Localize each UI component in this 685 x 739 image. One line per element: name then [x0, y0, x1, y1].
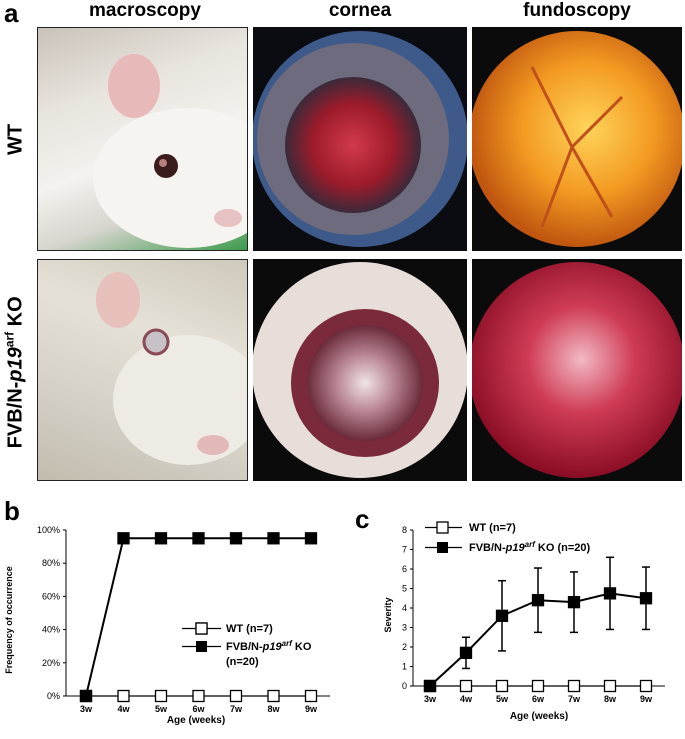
row-label-wt: WT — [4, 123, 27, 156]
panel-b-label: b — [4, 496, 20, 526]
c-y-tick-label: 1 — [402, 662, 407, 672]
ko-cornea-photo — [253, 259, 467, 481]
b-x-tick-label: 4w — [117, 704, 130, 714]
chart-b-legend-marker-ko — [196, 641, 207, 652]
chart-c-severity: Severity Age (weeks) 0 1 2 3 4 5 6 7 8 3w 4w 5w 6w 7w… — [383, 521, 665, 722]
c-series-1-point — [567, 596, 581, 609]
wt-fundoscopy-photo — [472, 27, 682, 251]
ko-macroscopy-photo — [37, 259, 248, 481]
chart-b-ylabel: Frequency of occurrence — [4, 566, 14, 674]
column-header-macroscopy: macroscopy — [89, 0, 201, 21]
chart-c-legend-marker-ko — [437, 542, 448, 553]
b-series-0-point — [267, 689, 280, 703]
c-x-tick-label: 8w — [604, 694, 617, 704]
b-series-0-point — [154, 689, 168, 703]
c-y-tick-label: 7 — [402, 545, 407, 555]
chart-c-xlabel: Age (weeks) — [510, 711, 568, 722]
b-series-1-point — [229, 532, 243, 545]
panel-c-label: c — [355, 504, 370, 534]
c-x-tick-label: 4w — [460, 694, 473, 704]
b-series-1-point — [79, 689, 93, 703]
chart-c-legend-wt: WT (n=7) — [469, 522, 516, 534]
c-series-0-point — [495, 679, 509, 693]
b-series-1-point — [304, 532, 318, 545]
chart-b-frequency: Frequency of occurrence Age (weeks) 0% 20… — [4, 525, 330, 726]
b-x-tick-label: 7w — [230, 704, 243, 714]
b-series-0-point — [192, 689, 205, 703]
b-series-0-point — [229, 689, 243, 703]
c-series-1-point — [639, 592, 653, 605]
chart-c-legend-marker-wt — [436, 521, 449, 534]
c-y-tick-label: 4 — [402, 603, 407, 613]
c-series-0-point — [459, 679, 473, 693]
wt-macroscopy-photo — [37, 27, 248, 251]
panel-a-label: a — [4, 0, 19, 28]
b-x-tick-label: 6w — [192, 704, 205, 714]
c-y-tick-label: 0 — [402, 681, 407, 691]
c-series-0-point — [603, 679, 617, 693]
c-series-1-point — [603, 587, 617, 600]
chart-b-legend-wt: WT (n=7) — [226, 623, 273, 635]
column-header-cornea: cornea — [328, 0, 392, 21]
b-y-tick-label: 60% — [42, 591, 60, 601]
c-y-tick-label: 3 — [402, 623, 407, 633]
c-series-1-point — [423, 679, 437, 693]
c-series-1-point — [459, 646, 473, 660]
c-x-tick-label: 6w — [532, 694, 545, 704]
c-series-1-point — [495, 609, 509, 622]
c-series-0-point — [531, 679, 545, 693]
b-y-tick-label: 0% — [47, 691, 60, 701]
wt-cornea-photo — [253, 27, 467, 251]
column-header-fundoscopy: fundoscopy — [523, 0, 631, 21]
b-x-tick-label: 9w — [305, 704, 318, 714]
b-y-tick-label: 100% — [37, 525, 60, 535]
b-y-tick-label: 40% — [42, 625, 60, 635]
b-x-tick-label: 8w — [267, 704, 280, 714]
c-x-tick-label: 7w — [568, 694, 581, 704]
b-series-1-point — [117, 532, 130, 545]
b-series-1-point — [267, 532, 280, 545]
c-series-0-point — [567, 679, 581, 693]
b-series-1-point — [154, 532, 168, 545]
b-series-0-point — [304, 689, 318, 703]
chart-b-legend-ko-n: (n=20) — [226, 656, 259, 668]
c-series-0-point — [639, 679, 653, 693]
b-series-1-line — [85, 537, 311, 697]
chart-b-legend-ko: FVB/N-p19arf KO — [226, 639, 312, 653]
chart-c-legend-ko: FVB/N-p19arf KO (n=20) — [469, 540, 591, 554]
c-y-tick-label: 2 — [402, 642, 407, 652]
b-y-tick-label: 80% — [42, 558, 60, 568]
row-label-ko: FVB/N-p19arf KO — [2, 296, 27, 449]
c-x-tick-label: 3w — [424, 694, 437, 704]
c-series-1-point — [531, 594, 545, 607]
b-x-tick-label: 3w — [80, 704, 93, 714]
b-series-1-point — [192, 532, 205, 545]
chart-b-xlabel: Age (weeks) — [167, 715, 225, 726]
c-y-tick-label: 5 — [402, 584, 407, 594]
b-series-0-point — [117, 689, 130, 703]
c-y-tick-label: 8 — [402, 525, 407, 535]
chart-c-ylabel: Severity — [383, 597, 393, 632]
c-y-tick-label: 6 — [402, 564, 407, 574]
b-x-tick-label: 5w — [155, 704, 168, 714]
c-x-tick-label: 9w — [640, 694, 653, 704]
c-x-tick-label: 5w — [496, 694, 509, 704]
b-y-tick-label: 20% — [42, 658, 60, 668]
ko-fundoscopy-photo — [472, 259, 682, 481]
